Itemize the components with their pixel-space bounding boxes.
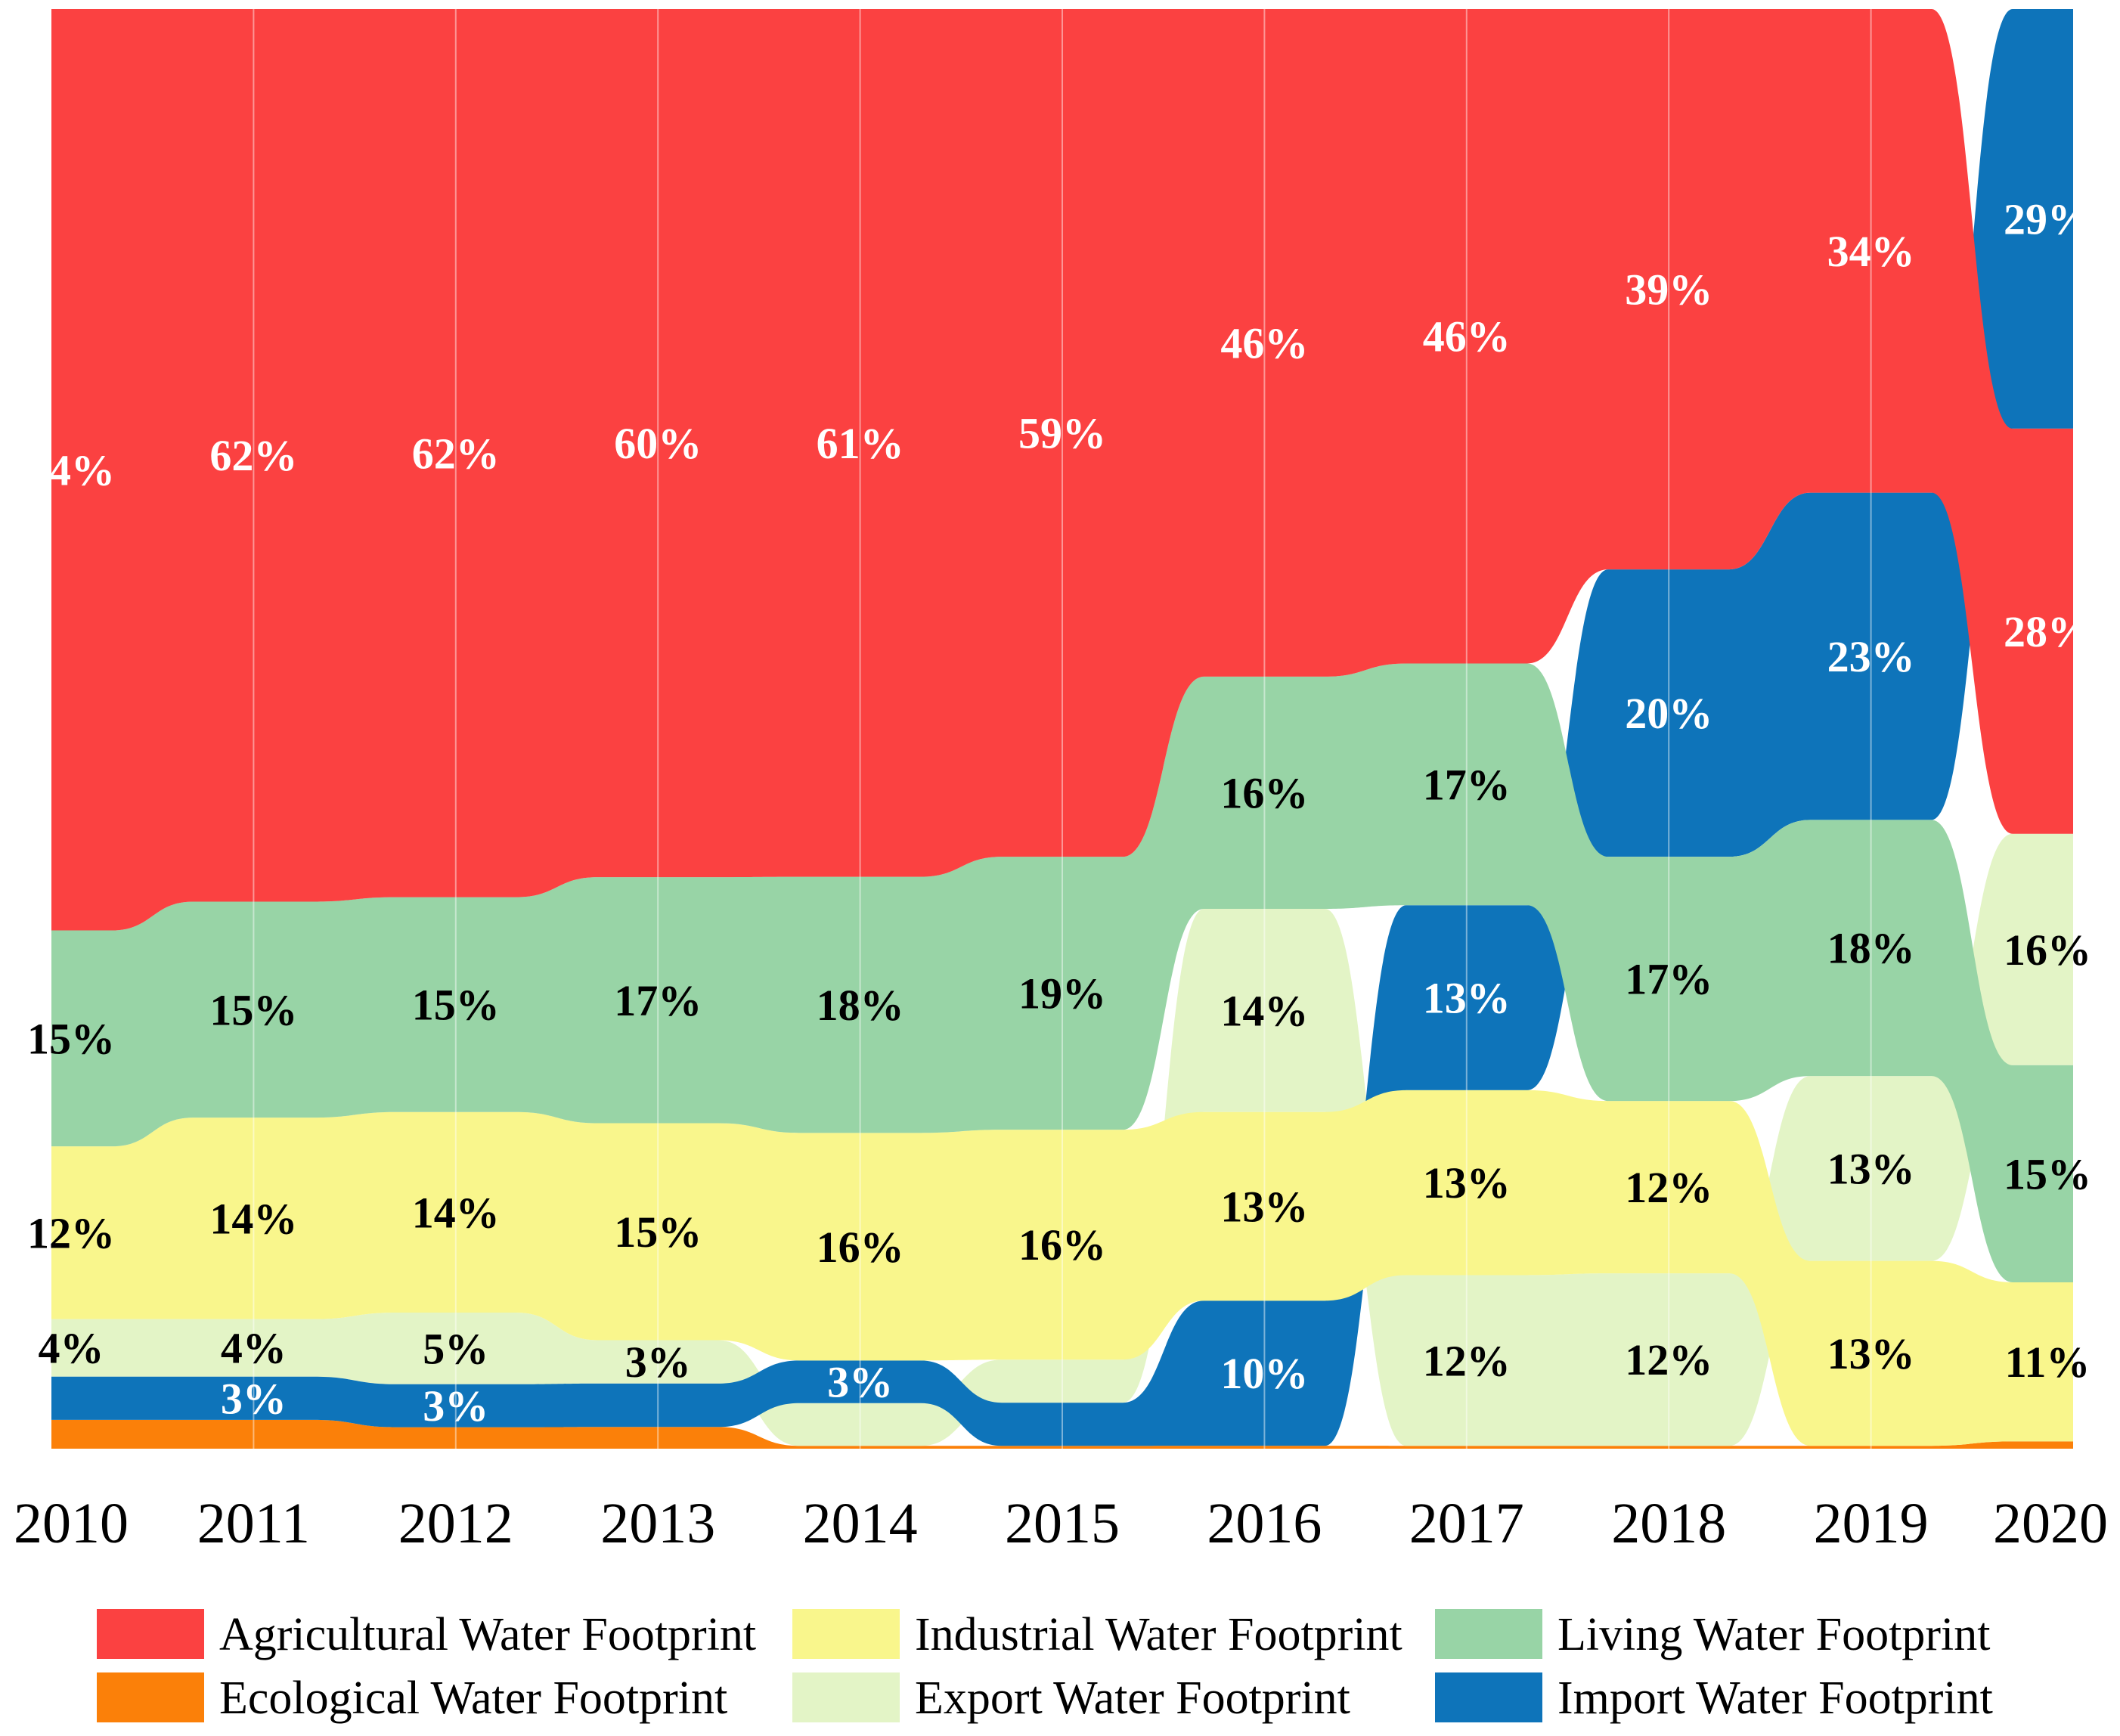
x-tick-2016: 2016 — [1207, 1492, 1322, 1555]
label-agricultural-water-footprint-2012: 62% — [412, 429, 500, 478]
label-industrial-water-footprint-2010: 12% — [27, 1208, 115, 1257]
x-tick-2012: 2012 — [398, 1492, 513, 1555]
label-living-water-footprint-2017: 17% — [1423, 760, 1511, 809]
legend-label-agricultural-water-footprint: Agricultural Water Footprint — [219, 1609, 756, 1660]
label-agricultural-water-footprint-2010: 64% — [27, 445, 115, 494]
legend-label-industrial-water-footprint: Industrial Water Footprint — [915, 1609, 1402, 1660]
label-export-water-footprint-2018: 12% — [1625, 1335, 1712, 1384]
label-import-water-footprint-2020: 29% — [2004, 194, 2091, 243]
label-industrial-water-footprint-2012: 14% — [412, 1188, 500, 1237]
label-agricultural-water-footprint-2020: 28% — [2004, 607, 2091, 656]
legend-label-import-water-footprint: Import Water Footprint — [1557, 1672, 1993, 1724]
label-export-water-footprint-2013: 3% — [625, 1338, 691, 1387]
label-living-water-footprint-2011: 15% — [209, 985, 297, 1034]
legend: Agricultural Water Footprint Industrial W… — [97, 1609, 1993, 1724]
data-labels: 64% 62% 62% 60% 61% 59% 46% 46% 39% 34% 28% 12% 14% 1… — [27, 194, 2091, 1431]
x-tick-2020: 2020 — [1993, 1492, 2108, 1555]
label-agricultural-water-footprint-2016: 46% — [1220, 318, 1308, 367]
label-export-water-footprint-2017: 12% — [1423, 1336, 1511, 1385]
label-living-water-footprint-2010: 15% — [27, 1014, 115, 1063]
label-export-water-footprint-2020: 16% — [2004, 925, 2091, 975]
label-industrial-water-footprint-2015: 16% — [1018, 1220, 1106, 1269]
label-living-water-footprint-2015: 19% — [1018, 969, 1106, 1018]
label-agricultural-water-footprint-2013: 60% — [614, 419, 702, 468]
x-tick-2011: 2011 — [197, 1492, 310, 1555]
label-living-water-footprint-2018: 17% — [1625, 955, 1712, 1004]
area-industrial-water-footprint — [51, 1090, 2073, 1446]
label-export-water-footprint-2011: 4% — [221, 1324, 287, 1373]
area-living-water-footprint — [51, 663, 2073, 1282]
label-export-water-footprint-2012: 5% — [423, 1324, 488, 1373]
label-living-water-footprint-2012: 15% — [412, 981, 500, 1030]
area-ecological-water-footprint — [51, 1419, 2073, 1449]
area-export-water-footprint — [51, 833, 2073, 1446]
label-import-water-footprint-2012: 3% — [423, 1381, 488, 1431]
label-export-water-footprint-2016: 14% — [1220, 986, 1308, 1035]
label-import-water-footprint-2018: 20% — [1625, 689, 1712, 738]
x-tick-2013: 2013 — [600, 1492, 715, 1555]
legend-swatch-living-water-footprint — [1435, 1609, 1542, 1659]
label-industrial-water-footprint-2019: 13% — [1827, 1329, 1915, 1378]
x-tick-2015: 2015 — [1005, 1492, 1120, 1555]
area-import-water-footprint — [51, 9, 2073, 1446]
label-agricultural-water-footprint-2019: 34% — [1827, 227, 1915, 276]
label-import-water-footprint-2017: 13% — [1423, 974, 1511, 1023]
label-agricultural-water-footprint-2018: 39% — [1625, 265, 1712, 315]
label-export-water-footprint-2019: 13% — [1827, 1144, 1915, 1193]
legend-label-export-water-footprint: Export Water Footprint — [915, 1672, 1350, 1724]
label-industrial-water-footprint-2020: 11% — [2005, 1338, 2091, 1387]
legend-swatch-ecological-water-footprint — [97, 1672, 204, 1722]
label-living-water-footprint-2019: 18% — [1827, 924, 1915, 973]
label-living-water-footprint-2020: 15% — [2004, 1149, 2091, 1198]
label-agricultural-water-footprint-2011: 62% — [209, 431, 297, 480]
legend-label-living-water-footprint: Living Water Footprint — [1557, 1609, 1990, 1660]
label-import-water-footprint-2016: 10% — [1220, 1349, 1308, 1398]
x-tick-2019: 2019 — [1814, 1492, 1929, 1555]
area-agricultural-water-footprint — [51, 9, 2073, 931]
legend-swatch-industrial-water-footprint — [792, 1609, 900, 1659]
stream-areas — [51, 9, 2073, 1449]
label-agricultural-water-footprint-2015: 59% — [1018, 409, 1106, 458]
x-tick-2018: 2018 — [1611, 1492, 1726, 1555]
label-living-water-footprint-2013: 17% — [614, 976, 702, 1025]
legend-label-ecological-water-footprint: Ecological Water Footprint — [219, 1672, 727, 1724]
label-industrial-water-footprint-2016: 13% — [1220, 1182, 1308, 1231]
label-living-water-footprint-2014: 18% — [817, 981, 904, 1030]
label-industrial-water-footprint-2018: 12% — [1625, 1163, 1712, 1212]
label-living-water-footprint-2016: 16% — [1220, 768, 1308, 817]
label-import-water-footprint-2011: 3% — [221, 1374, 287, 1423]
x-tick-2010: 2010 — [14, 1492, 129, 1555]
x-tick-2017: 2017 — [1409, 1492, 1524, 1555]
label-industrial-water-footprint-2017: 13% — [1423, 1158, 1511, 1207]
label-export-water-footprint-2010: 4% — [39, 1324, 104, 1373]
label-industrial-water-footprint-2011: 14% — [209, 1194, 297, 1243]
x-tick-2014: 2014 — [803, 1492, 918, 1555]
label-import-water-footprint-2019: 23% — [1827, 632, 1915, 681]
label-industrial-water-footprint-2013: 15% — [614, 1207, 702, 1257]
gridlines — [253, 9, 1872, 1449]
x-axis-ticks: 2010 2011 2012 2013 2014 2015 2016 2017 2018 2019… — [14, 1492, 2108, 1555]
label-agricultural-water-footprint-2017: 46% — [1423, 312, 1511, 361]
legend-swatch-export-water-footprint — [792, 1672, 900, 1722]
label-industrial-water-footprint-2014: 16% — [817, 1223, 904, 1272]
legend-swatch-agricultural-water-footprint — [97, 1609, 204, 1659]
legend-swatch-import-water-footprint — [1435, 1672, 1542, 1722]
label-import-water-footprint-2014: 3% — [827, 1358, 893, 1407]
label-agricultural-water-footprint-2014: 61% — [817, 419, 904, 468]
